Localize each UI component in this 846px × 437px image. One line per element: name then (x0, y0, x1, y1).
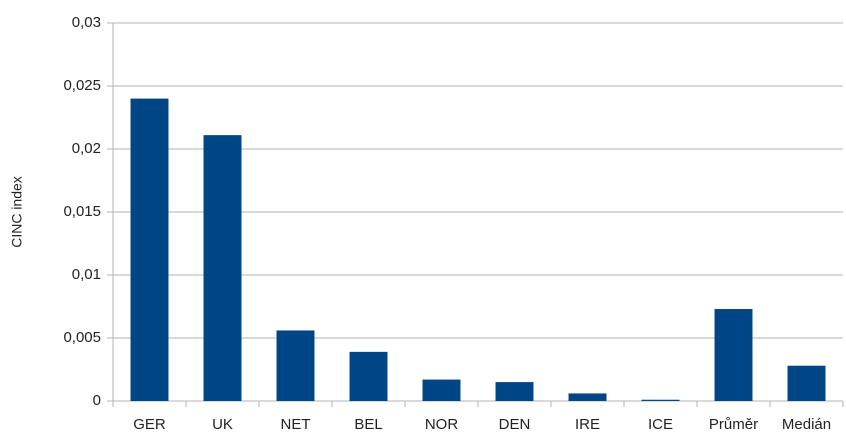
y-tick-label: 0 (93, 392, 101, 409)
y-tick-label: 0,03 (72, 14, 101, 31)
y-axis-label: CINC index (9, 176, 25, 248)
bar (641, 399, 680, 401)
x-tick-label: Medián (782, 416, 831, 433)
bar (203, 135, 242, 401)
bar (276, 330, 315, 401)
bar (568, 393, 607, 401)
x-tick-label: BEL (354, 416, 382, 433)
bar (495, 382, 534, 401)
x-tick-label: DEN (499, 416, 531, 433)
bar (714, 309, 753, 401)
y-tick-label: 0,025 (63, 77, 101, 94)
y-tick-label: 0,01 (72, 266, 101, 283)
x-tick-label: IRE (575, 416, 600, 433)
x-tick-label: Průměr (709, 416, 758, 433)
bar (422, 379, 461, 401)
x-tick-label: ICE (648, 416, 673, 433)
bar (130, 98, 169, 401)
y-tick-label: 0,005 (63, 329, 101, 346)
x-tick-label: NET (281, 416, 311, 433)
bar (349, 351, 388, 401)
bar (787, 365, 826, 401)
x-tick-label: UK (212, 416, 233, 433)
x-tick-label: GER (133, 416, 166, 433)
y-tick-label: 0,015 (63, 203, 101, 220)
x-tick-label: NOR (425, 416, 459, 433)
y-tick-label: 0,02 (72, 140, 101, 157)
